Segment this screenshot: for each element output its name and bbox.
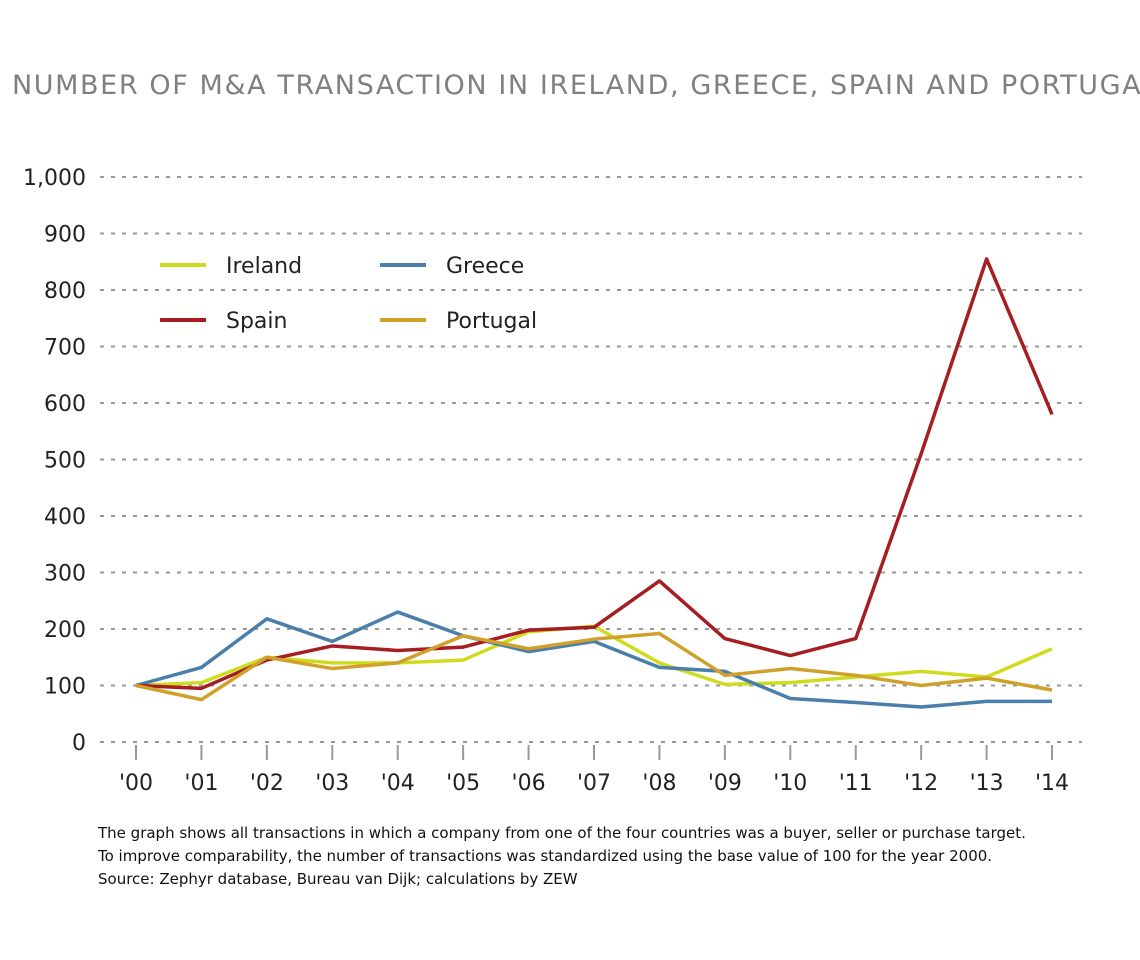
y-tick-label: 1,000	[23, 166, 86, 191]
y-tick-label: 800	[44, 279, 86, 304]
y-tick-label: 700	[44, 336, 86, 361]
y-tick-label: 600	[44, 392, 86, 417]
x-tick-label: '12	[904, 771, 938, 796]
x-tick-label: '10	[773, 771, 807, 796]
y-tick-label: 300	[44, 562, 86, 587]
x-tick-label: '14	[1035, 771, 1069, 796]
series-line-portugal	[135, 631, 1053, 702]
chart-source: Source: Zephyr database, Bureau van Dijk…	[98, 870, 578, 888]
x-tick-label: '02	[250, 771, 284, 796]
y-tick-label: 200	[44, 618, 86, 643]
x-tick-label: '01	[184, 771, 218, 796]
x-tick-label: '03	[315, 771, 349, 796]
legend-label-ireland: Ireland	[226, 254, 302, 279]
x-tick-label: '08	[642, 771, 676, 796]
y-tick-label: 0	[72, 731, 86, 756]
x-tick-label: '11	[839, 771, 873, 796]
x-tick-label: '09	[708, 771, 742, 796]
x-tick-label: '04	[381, 771, 415, 796]
x-tick-label: '05	[446, 771, 480, 796]
y-tick-label: 500	[44, 449, 86, 474]
x-tick-label: '00	[119, 771, 153, 796]
chart-note-1: The graph shows all transactions in whic…	[98, 824, 1026, 842]
y-tick-label: 400	[44, 505, 86, 530]
series-line-ireland	[135, 624, 1053, 688]
legend-label-spain: Spain	[226, 309, 287, 334]
y-tick-label: 100	[44, 675, 86, 700]
legend-label-greece: Greece	[446, 254, 524, 279]
x-tick-label: '07	[577, 771, 611, 796]
legend-label-portugal: Portugal	[446, 309, 537, 334]
x-tick-label: '13	[970, 771, 1004, 796]
x-tick-label: '06	[512, 771, 546, 796]
chart-title: NUMBER OF M&A TRANSACTION IN IRELAND, GR…	[12, 70, 1140, 101]
chart-note-2: To improve comparability, the number of …	[98, 847, 993, 865]
y-tick-label: 900	[44, 223, 86, 248]
